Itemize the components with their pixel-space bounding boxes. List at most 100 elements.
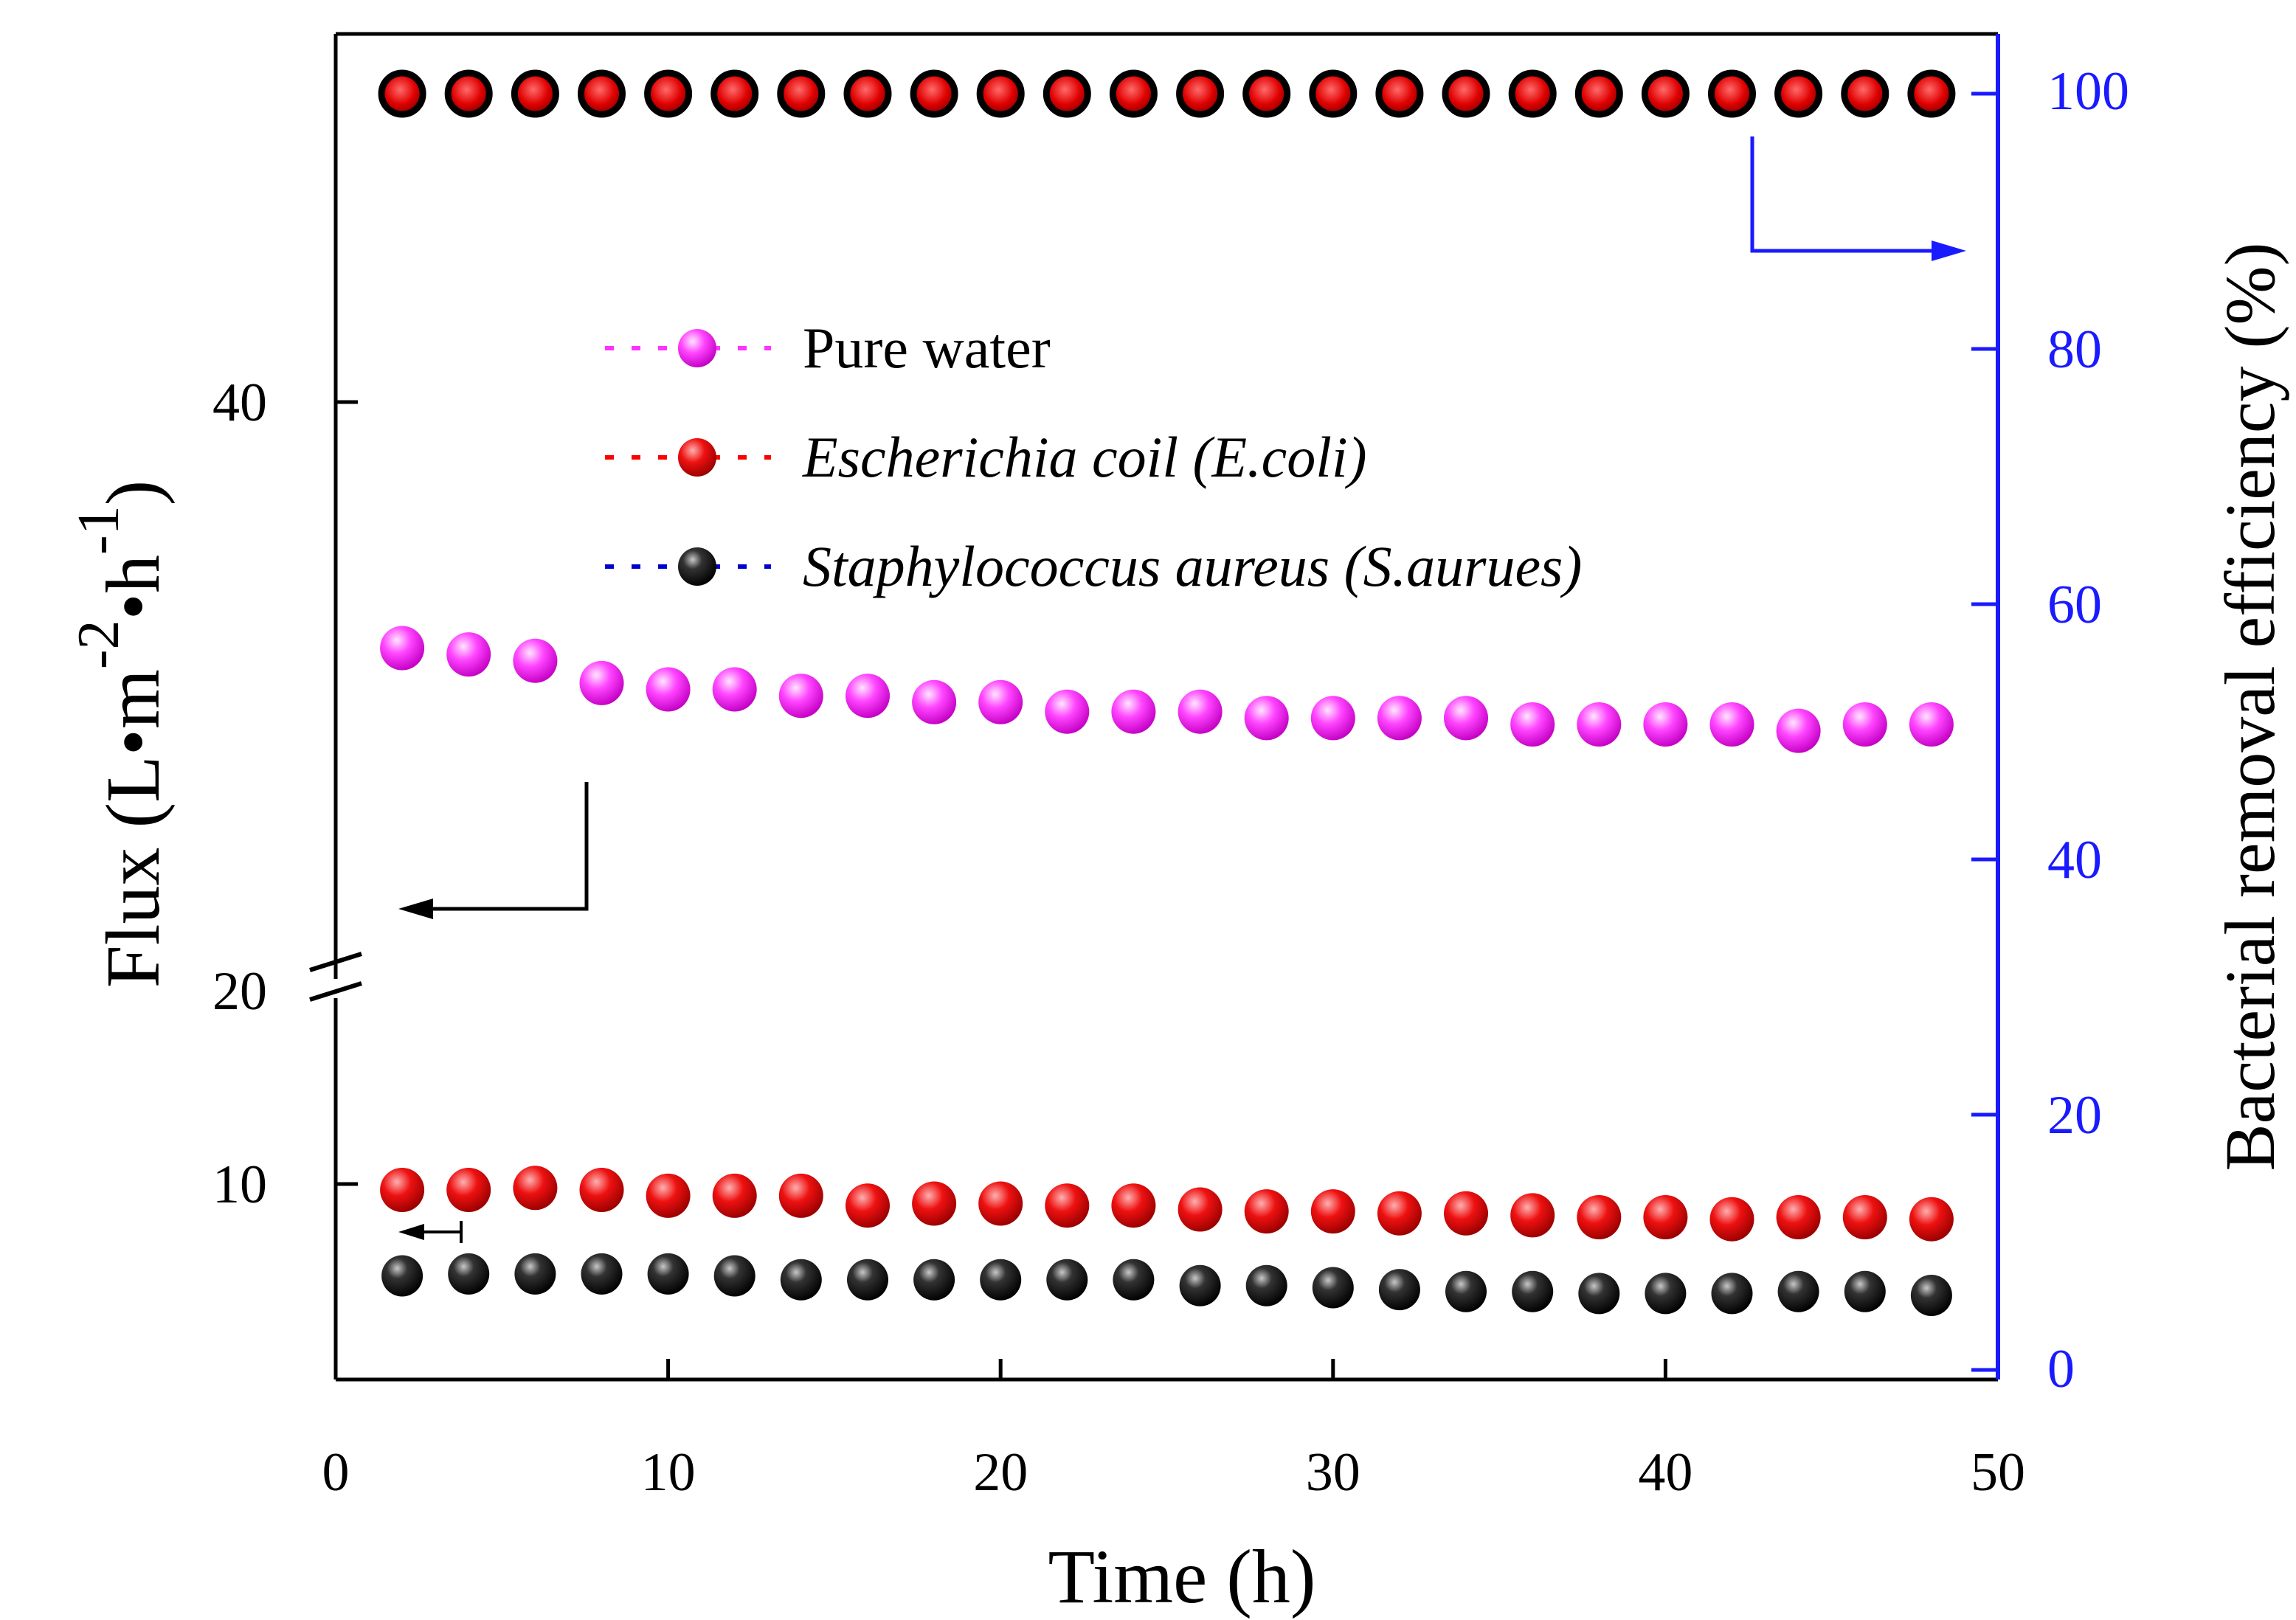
- legend-label-ecoli: Escherichia coil (E.coli): [802, 425, 1367, 489]
- pure-water-point-26: [1178, 689, 1223, 734]
- removal-efficiency-point-14: [777, 69, 826, 118]
- saureus-point-48: [1910, 1275, 1952, 1316]
- legend-marker-saureus: [678, 547, 716, 586]
- ecoli-point-28: [1244, 1189, 1289, 1234]
- saureus-point-12: [713, 1255, 755, 1297]
- pure-water-point-6: [513, 638, 558, 683]
- y-left-title-sup2: -1: [66, 505, 131, 555]
- ecoli-point-20: [978, 1181, 1023, 1226]
- saureus-point-8: [581, 1253, 623, 1295]
- series-ecoli: [380, 1166, 1954, 1242]
- removal-efficiency-point-48: [1907, 69, 1956, 118]
- saureus-point-34: [1445, 1270, 1487, 1312]
- pure-water-point-18: [912, 679, 957, 724]
- saureus-point-26: [1179, 1264, 1221, 1306]
- ecoli-point-38: [1577, 1195, 1622, 1239]
- removal-efficiency-point-2: [378, 69, 426, 118]
- saureus-point-42: [1711, 1273, 1753, 1315]
- x-ticks: [666, 1359, 1667, 1380]
- pure-water-point-4: [446, 632, 491, 677]
- x-tick-label-40: 40: [1638, 1442, 1692, 1503]
- saureus-point-38: [1578, 1273, 1620, 1315]
- saureus-point-24: [1113, 1259, 1155, 1301]
- pure-water-point-22: [1045, 689, 1090, 734]
- legend-label-saureus: Staphylococcus aureus (S.aurues): [803, 534, 1582, 598]
- pure-water-point-42: [1709, 702, 1754, 747]
- y-right-tick-label-60: 60: [2047, 575, 2102, 635]
- removal-efficiency-point-22: [1042, 69, 1091, 118]
- ecoli-point-34: [1444, 1191, 1488, 1236]
- removal-efficiency-point-18: [910, 69, 958, 118]
- y-right-tick-labels: 0 20 40 60 80 100: [2047, 61, 2129, 1399]
- ecoli-point-44: [1776, 1195, 1821, 1239]
- saureus-point-44: [1777, 1270, 1819, 1312]
- x-axis-title: Time (h): [1048, 1534, 1315, 1619]
- series-saureus: [381, 1253, 1952, 1316]
- pure-water-point-38: [1577, 702, 1622, 747]
- removal-efficiency-point-38: [1574, 69, 1623, 118]
- plot-frame: [309, 32, 2000, 1382]
- y-left-title-mid: •h: [91, 555, 176, 620]
- y-right-tick-label-100: 100: [2047, 61, 2129, 122]
- ecoli-point-42: [1709, 1197, 1754, 1242]
- y-right-ticks: [1971, 91, 1998, 1372]
- pure-water-point-28: [1244, 696, 1289, 741]
- x-tick-labels: 0 10 20 30 40 50: [322, 1442, 2026, 1503]
- removal-efficiency-point-36: [1508, 69, 1557, 118]
- ecoli-point-24: [1111, 1183, 1156, 1228]
- saureus-point-4: [448, 1253, 490, 1295]
- ecoli-point-26: [1178, 1187, 1223, 1232]
- ecoli-point-4: [446, 1168, 491, 1212]
- removal-efficiency-point-20: [976, 69, 1025, 118]
- y-left-title-tail: ): [91, 480, 176, 506]
- ecoli-point-10: [646, 1173, 691, 1218]
- saureus-point-22: [1046, 1259, 1088, 1301]
- legend-entry-saureus: Staphylococcus aureus (S.aurues): [605, 534, 1582, 598]
- pure-water-point-46: [1842, 702, 1887, 747]
- removal-efficiency-point-6: [511, 69, 559, 118]
- pure-water-point-44: [1776, 708, 1821, 753]
- removal-efficiency-point-44: [1774, 69, 1823, 118]
- removal-efficiency-point-28: [1242, 69, 1291, 118]
- ecoli-point-18: [912, 1181, 957, 1226]
- ecoli-point-12: [712, 1173, 757, 1218]
- saureus-point-2: [381, 1255, 423, 1297]
- pure-water-point-24: [1111, 689, 1156, 734]
- saureus-point-6: [514, 1253, 556, 1295]
- removal-efficiency-point-16: [843, 69, 892, 118]
- saureus-point-18: [913, 1259, 955, 1301]
- y-left-title-lead: Flux (L•m: [91, 669, 176, 988]
- removal-efficiency-point-24: [1109, 69, 1158, 118]
- series-removal-efficiency: [378, 69, 1956, 118]
- x-tick-label-20: 20: [973, 1442, 1028, 1503]
- ecoli-point-22: [1045, 1183, 1090, 1228]
- x-tick-label-30: 30: [1306, 1442, 1360, 1503]
- legend-marker-ecoli: [678, 438, 716, 477]
- y-right-tick-label-80: 80: [2047, 319, 2102, 380]
- y-axis-right-title: Bacterial removal efficiency (%): [2210, 243, 2289, 1171]
- ecoli-point-2: [380, 1168, 425, 1212]
- x-tick-label-0: 0: [322, 1442, 350, 1503]
- arrow-to-left-axis: [398, 782, 589, 919]
- pure-water-point-8: [579, 660, 624, 705]
- saureus-point-20: [980, 1259, 1022, 1301]
- saureus-point-40: [1645, 1273, 1687, 1315]
- ecoli-point-36: [1510, 1193, 1555, 1238]
- removal-efficiency-point-26: [1176, 69, 1225, 118]
- ecoli-point-40: [1643, 1195, 1688, 1239]
- removal-efficiency-point-12: [710, 69, 759, 118]
- saureus-point-14: [780, 1259, 822, 1301]
- ecoli-point-6: [513, 1166, 558, 1211]
- saureus-point-30: [1312, 1267, 1354, 1309]
- y-left-tick-label-10: 10: [212, 1155, 267, 1215]
- y-axis-left-title: Flux (L•m-2•h-1): [66, 480, 176, 989]
- x-tick-label-50: 50: [1971, 1442, 2025, 1503]
- x-tick-label-10: 10: [641, 1442, 696, 1503]
- legend: Pure water Escherichia coil (E.coli) Sta…: [605, 316, 1582, 598]
- saureus-point-46: [1844, 1270, 1886, 1312]
- legend-entry-pure-water: Pure water: [605, 316, 1051, 380]
- legend-label-pure-water: Pure water: [803, 316, 1051, 380]
- y-right-tick-label-0: 0: [2047, 1339, 2075, 1399]
- removal-efficiency-point-8: [578, 69, 626, 118]
